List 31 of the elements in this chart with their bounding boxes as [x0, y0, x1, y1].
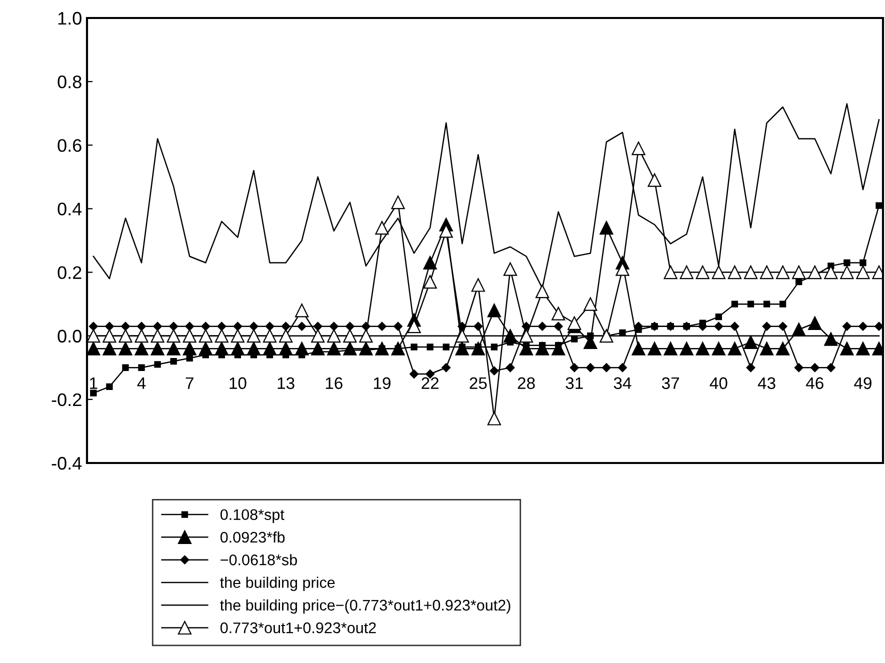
y-tick-label: 1.0 [58, 12, 82, 25]
y-tick-label: -0.2 [52, 393, 82, 406]
x-tick-label: 49 [854, 377, 872, 390]
y-tick-label: 0.2 [58, 266, 82, 280]
x-tick-label: 31 [566, 377, 583, 390]
x-tick-label: 25 [470, 377, 487, 390]
legend-label: 0.773*out1+0.923*out2 [220, 622, 376, 634]
x-tick-label: 34 [614, 377, 632, 390]
x-tick-label: 1 [90, 377, 98, 389]
y-tick-label: 0.8 [58, 76, 82, 88]
y-tick-label: 0.0 [58, 330, 82, 343]
x-tick-label: 4 [137, 377, 146, 389]
legend-label: the building price [220, 576, 335, 591]
legend-label: 0.0923*fb [220, 531, 285, 543]
y-tick-label: 0.6 [58, 139, 82, 152]
x-tick-label: 13 [278, 377, 294, 390]
y-tick-label: 0.4 [58, 202, 82, 216]
x-tick-label: 40 [710, 377, 728, 390]
x-tick-label: 22 [422, 377, 439, 389]
legend-label: −0.0618*sb [220, 554, 297, 566]
legend-label: the building price−(0.773*out1+0.923*out2) [220, 599, 510, 614]
legend-label: 0.108*spt [220, 509, 284, 524]
x-tick-label: 43 [758, 377, 776, 390]
x-tick-label: 7 [186, 377, 194, 389]
y-tick-label: -0.4 [52, 456, 82, 470]
x-tick-label: 16 [326, 377, 342, 390]
x-tick-label: 46 [806, 377, 824, 390]
x-tick-label: 37 [662, 377, 680, 390]
x-tick-label: 10 [230, 377, 246, 390]
x-tick-label: 19 [374, 377, 390, 390]
x-tick-label: 28 [518, 377, 535, 390]
